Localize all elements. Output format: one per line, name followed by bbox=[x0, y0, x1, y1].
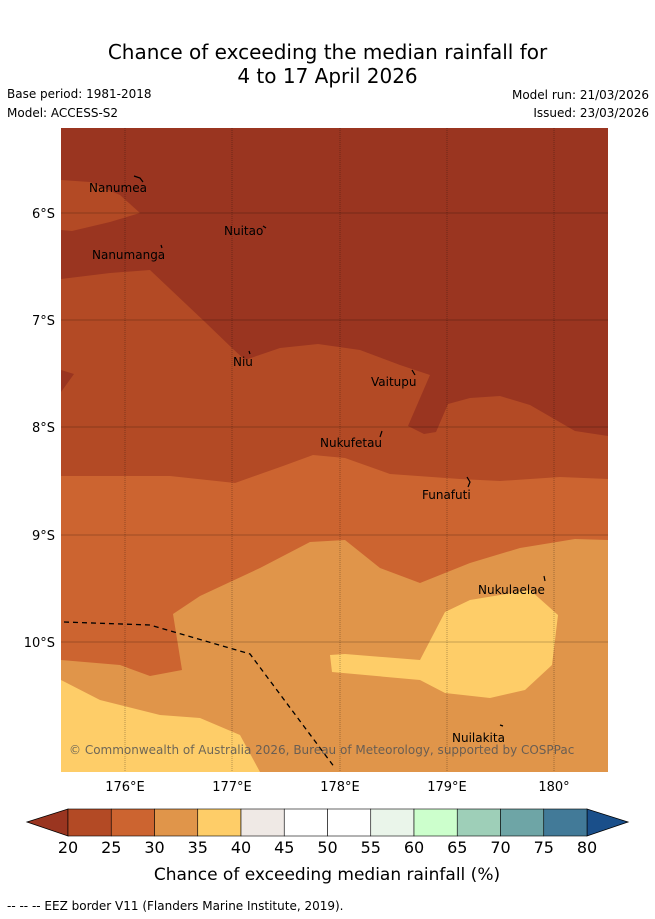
graticule-lat bbox=[61, 212, 608, 643]
colorbar-segment bbox=[370, 808, 415, 837]
colorbar-tick-label: 30 bbox=[144, 838, 164, 857]
colorbar-tick-label: 40 bbox=[231, 838, 251, 857]
island-funafuti bbox=[466, 476, 471, 488]
island-nukulaelae bbox=[543, 575, 546, 582]
colorbar-label: Chance of exceeding median rainfall (%) bbox=[154, 865, 500, 885]
graticule bbox=[124, 128, 555, 772]
lon-label-177e: 177°E bbox=[212, 780, 252, 795]
lon-label-178e: 178°E bbox=[320, 780, 360, 795]
title-line-2: 4 to 17 April 2026 bbox=[237, 64, 418, 88]
lat-label-10s: 10°S bbox=[24, 636, 55, 651]
colorbar-segment bbox=[543, 808, 588, 837]
island-vaitupu bbox=[411, 369, 416, 376]
lon-label-179e: 179°E bbox=[427, 780, 467, 795]
title-line-1: Chance of exceeding the median rainfall … bbox=[107, 40, 548, 64]
place-label-nukufetau: Nukufetau bbox=[320, 436, 382, 450]
colorbar-low-extend bbox=[25, 808, 69, 837]
island-shapes bbox=[133, 175, 546, 727]
colorbar-segment bbox=[197, 808, 242, 837]
lon-label-176e: 176°E bbox=[105, 780, 145, 795]
colorbar-tick-label: 75 bbox=[534, 838, 554, 857]
colorbar-tick-label: 65 bbox=[447, 838, 467, 857]
colorbar-tick-label: 70 bbox=[490, 838, 510, 857]
zone-below-20 bbox=[61, 128, 608, 436]
island-nanumanga bbox=[160, 244, 163, 249]
colorbar-segment bbox=[456, 808, 501, 837]
island-nanumea bbox=[133, 175, 144, 183]
map-figure: Nanumea Nuitao Nanumanga Niu Vaitupu Nuk… bbox=[24, 128, 630, 885]
island-nuilakita bbox=[499, 724, 504, 727]
lat-label-8s: 8°S bbox=[32, 421, 55, 436]
issued-date: Issued: 23/03/2026 bbox=[533, 106, 649, 120]
copyright-notice: © Commonwealth of Australia 2026, Bureau… bbox=[69, 743, 574, 757]
colorbar-tick-label: 55 bbox=[361, 838, 381, 857]
eez-border bbox=[63, 621, 336, 769]
island-niu bbox=[248, 350, 251, 355]
lat-label-9s: 9°S bbox=[32, 529, 55, 544]
lon-label-180: 180° bbox=[538, 780, 569, 795]
place-label-nuitao: Nuitao bbox=[224, 224, 263, 238]
place-label-nanumea: Nanumea bbox=[89, 181, 147, 195]
island-nukufetau bbox=[379, 430, 383, 438]
colorbar-segment bbox=[500, 808, 545, 837]
place-label-niu: Niu bbox=[233, 355, 253, 369]
zone-35-40-patch bbox=[330, 590, 558, 698]
colorbar-tick-label: 20 bbox=[58, 838, 78, 857]
chart-title: Chance of exceeding the median rainfall … bbox=[0, 40, 655, 88]
colorbar-segment bbox=[240, 808, 285, 837]
colorbar-tick-label: 50 bbox=[317, 838, 337, 857]
lat-label-7s: 7°S bbox=[32, 314, 55, 329]
place-label-vaitupu: Vaitupu bbox=[371, 375, 417, 389]
eez-legend: -- -- -- EEZ border V11 (Flanders Marine… bbox=[7, 899, 344, 913]
colorbar-segment bbox=[110, 808, 155, 837]
model-run: Model run: 21/03/2026 bbox=[511, 88, 649, 102]
place-label-nuilakita: Nuilakita bbox=[452, 731, 505, 745]
colorbar-high-extend bbox=[586, 808, 630, 837]
colorbar-tick-label: 25 bbox=[101, 838, 121, 857]
place-label-nanumanga: Nanumanga bbox=[92, 248, 165, 262]
place-label-funafuti: Funafuti bbox=[422, 488, 471, 502]
colorbar-tick-label: 60 bbox=[404, 838, 424, 857]
island-nuitao bbox=[262, 225, 267, 229]
colorbar-tick-label: 80 bbox=[577, 838, 597, 857]
colorbar: 20 25 30 35 40 45 50 55 60 65 70 75 80 Chance of exc… bbox=[25, 808, 630, 885]
zone-below-20-spur bbox=[61, 370, 74, 392]
colorbar-tick-label: 35 bbox=[188, 838, 208, 857]
lat-label-6s: 6°S bbox=[32, 207, 55, 222]
model-name: Model: ACCESS-S2 bbox=[7, 106, 119, 120]
colorbar-segment bbox=[154, 808, 199, 837]
colorbar-segment bbox=[327, 808, 372, 837]
place-label-nukulaelae: Nukulaelae bbox=[478, 583, 545, 597]
base-period: Base period: 1981-2018 bbox=[7, 87, 152, 101]
rainfall-probability-field: Nanumea Nuitao Nanumanga Niu Vaitupu Nuk… bbox=[61, 128, 608, 772]
colorbar-segment bbox=[283, 808, 328, 837]
colorbar-segment bbox=[413, 808, 458, 837]
colorbar-tick-label: 45 bbox=[274, 838, 294, 857]
colorbar-segment bbox=[67, 808, 112, 837]
